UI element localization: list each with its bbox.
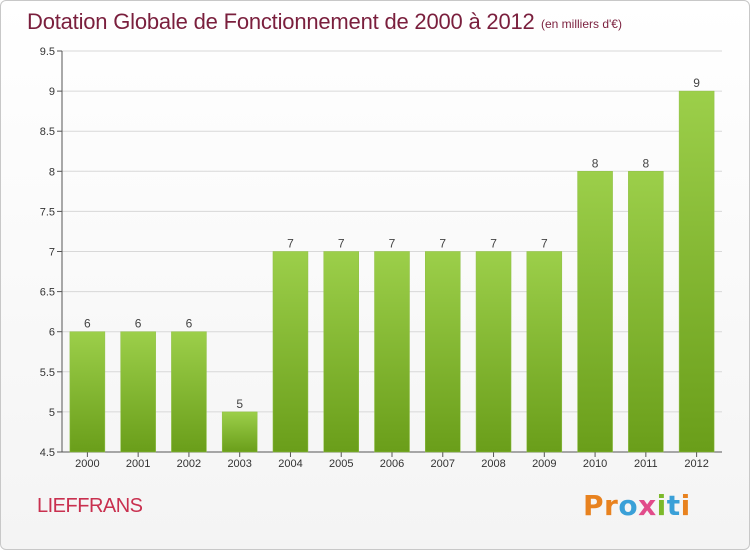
commune-name: LIEFFRANS [37,495,143,517]
x-tick-label: 2002 [177,458,201,470]
y-tick-label: 8.5 [40,126,55,138]
bar [171,331,207,453]
data-label: 7 [338,237,345,251]
data-label: 7 [490,237,497,251]
x-tick-label: 2010 [583,458,607,470]
bar [526,251,563,453]
chart-unit-subtitle: (en milliers d'€) [541,17,622,31]
y-tick-label: 5 [49,407,55,419]
bar [69,331,106,453]
x-tick-label: 2003 [227,458,251,470]
bar [374,251,410,453]
logo-letter: x [638,489,657,522]
data-label: 8 [643,156,650,170]
data-label: 6 [186,317,193,331]
x-tick-label: 2007 [431,458,455,470]
y-tick-label: 7 [49,247,55,259]
logo-letter: o [618,489,639,522]
data-label: 7 [439,237,446,251]
x-tick-label: 2005 [329,458,353,470]
x-tick-label: 2004 [278,458,302,470]
x-tick-label: 2008 [481,458,505,470]
logo-letter: r [604,489,619,522]
x-tick-label: 2011 [634,458,658,470]
y-tick-label: 9 [49,86,55,98]
x-tick-label: 2001 [126,458,150,470]
logo-letter: t [666,489,681,522]
logo-letter: i [680,489,691,522]
data-label: 8 [592,156,599,170]
data-label: 7 [287,237,294,251]
y-tick-label: 8 [49,166,55,178]
bar [323,251,359,453]
data-label: 7 [541,237,548,251]
data-label: 9 [693,76,700,90]
data-label: 5 [236,397,243,411]
x-tick-label: 2012 [684,458,708,470]
bar [272,251,309,453]
x-tick-label: 2000 [75,458,99,470]
bar [678,90,715,453]
y-tick-label: 5.5 [40,367,55,379]
bar [120,331,156,453]
y-tick-label: 6 [49,327,55,339]
bar [628,171,664,453]
y-tick-label: 4.5 [40,447,55,459]
proxiti-logo[interactable]: Proxiti [583,489,691,522]
labels: 4.5 5 5.5 6 6.5 7 7.5 8 8.5 9 9.5 6 2000 6 2001 6 2002 5 2… [40,46,709,470]
bar [475,251,512,453]
x-tick-label: 2006 [380,458,404,470]
bar [221,411,258,453]
y-tick-label: 6.5 [40,287,55,299]
logo-letter: P [583,489,605,522]
x-tick-label: 2009 [532,458,556,470]
bar [425,251,461,453]
bars [69,90,715,453]
bar [577,171,613,453]
logo-letter: i [656,489,667,522]
data-label: 6 [84,317,91,331]
data-label: 7 [389,237,396,251]
data-label: 6 [135,317,142,331]
chart-title: Dotation Globale de Fonctionnement de 20… [27,9,535,34]
y-tick-label: 7.5 [40,206,55,218]
y-tick-label: 9.5 [40,46,55,58]
